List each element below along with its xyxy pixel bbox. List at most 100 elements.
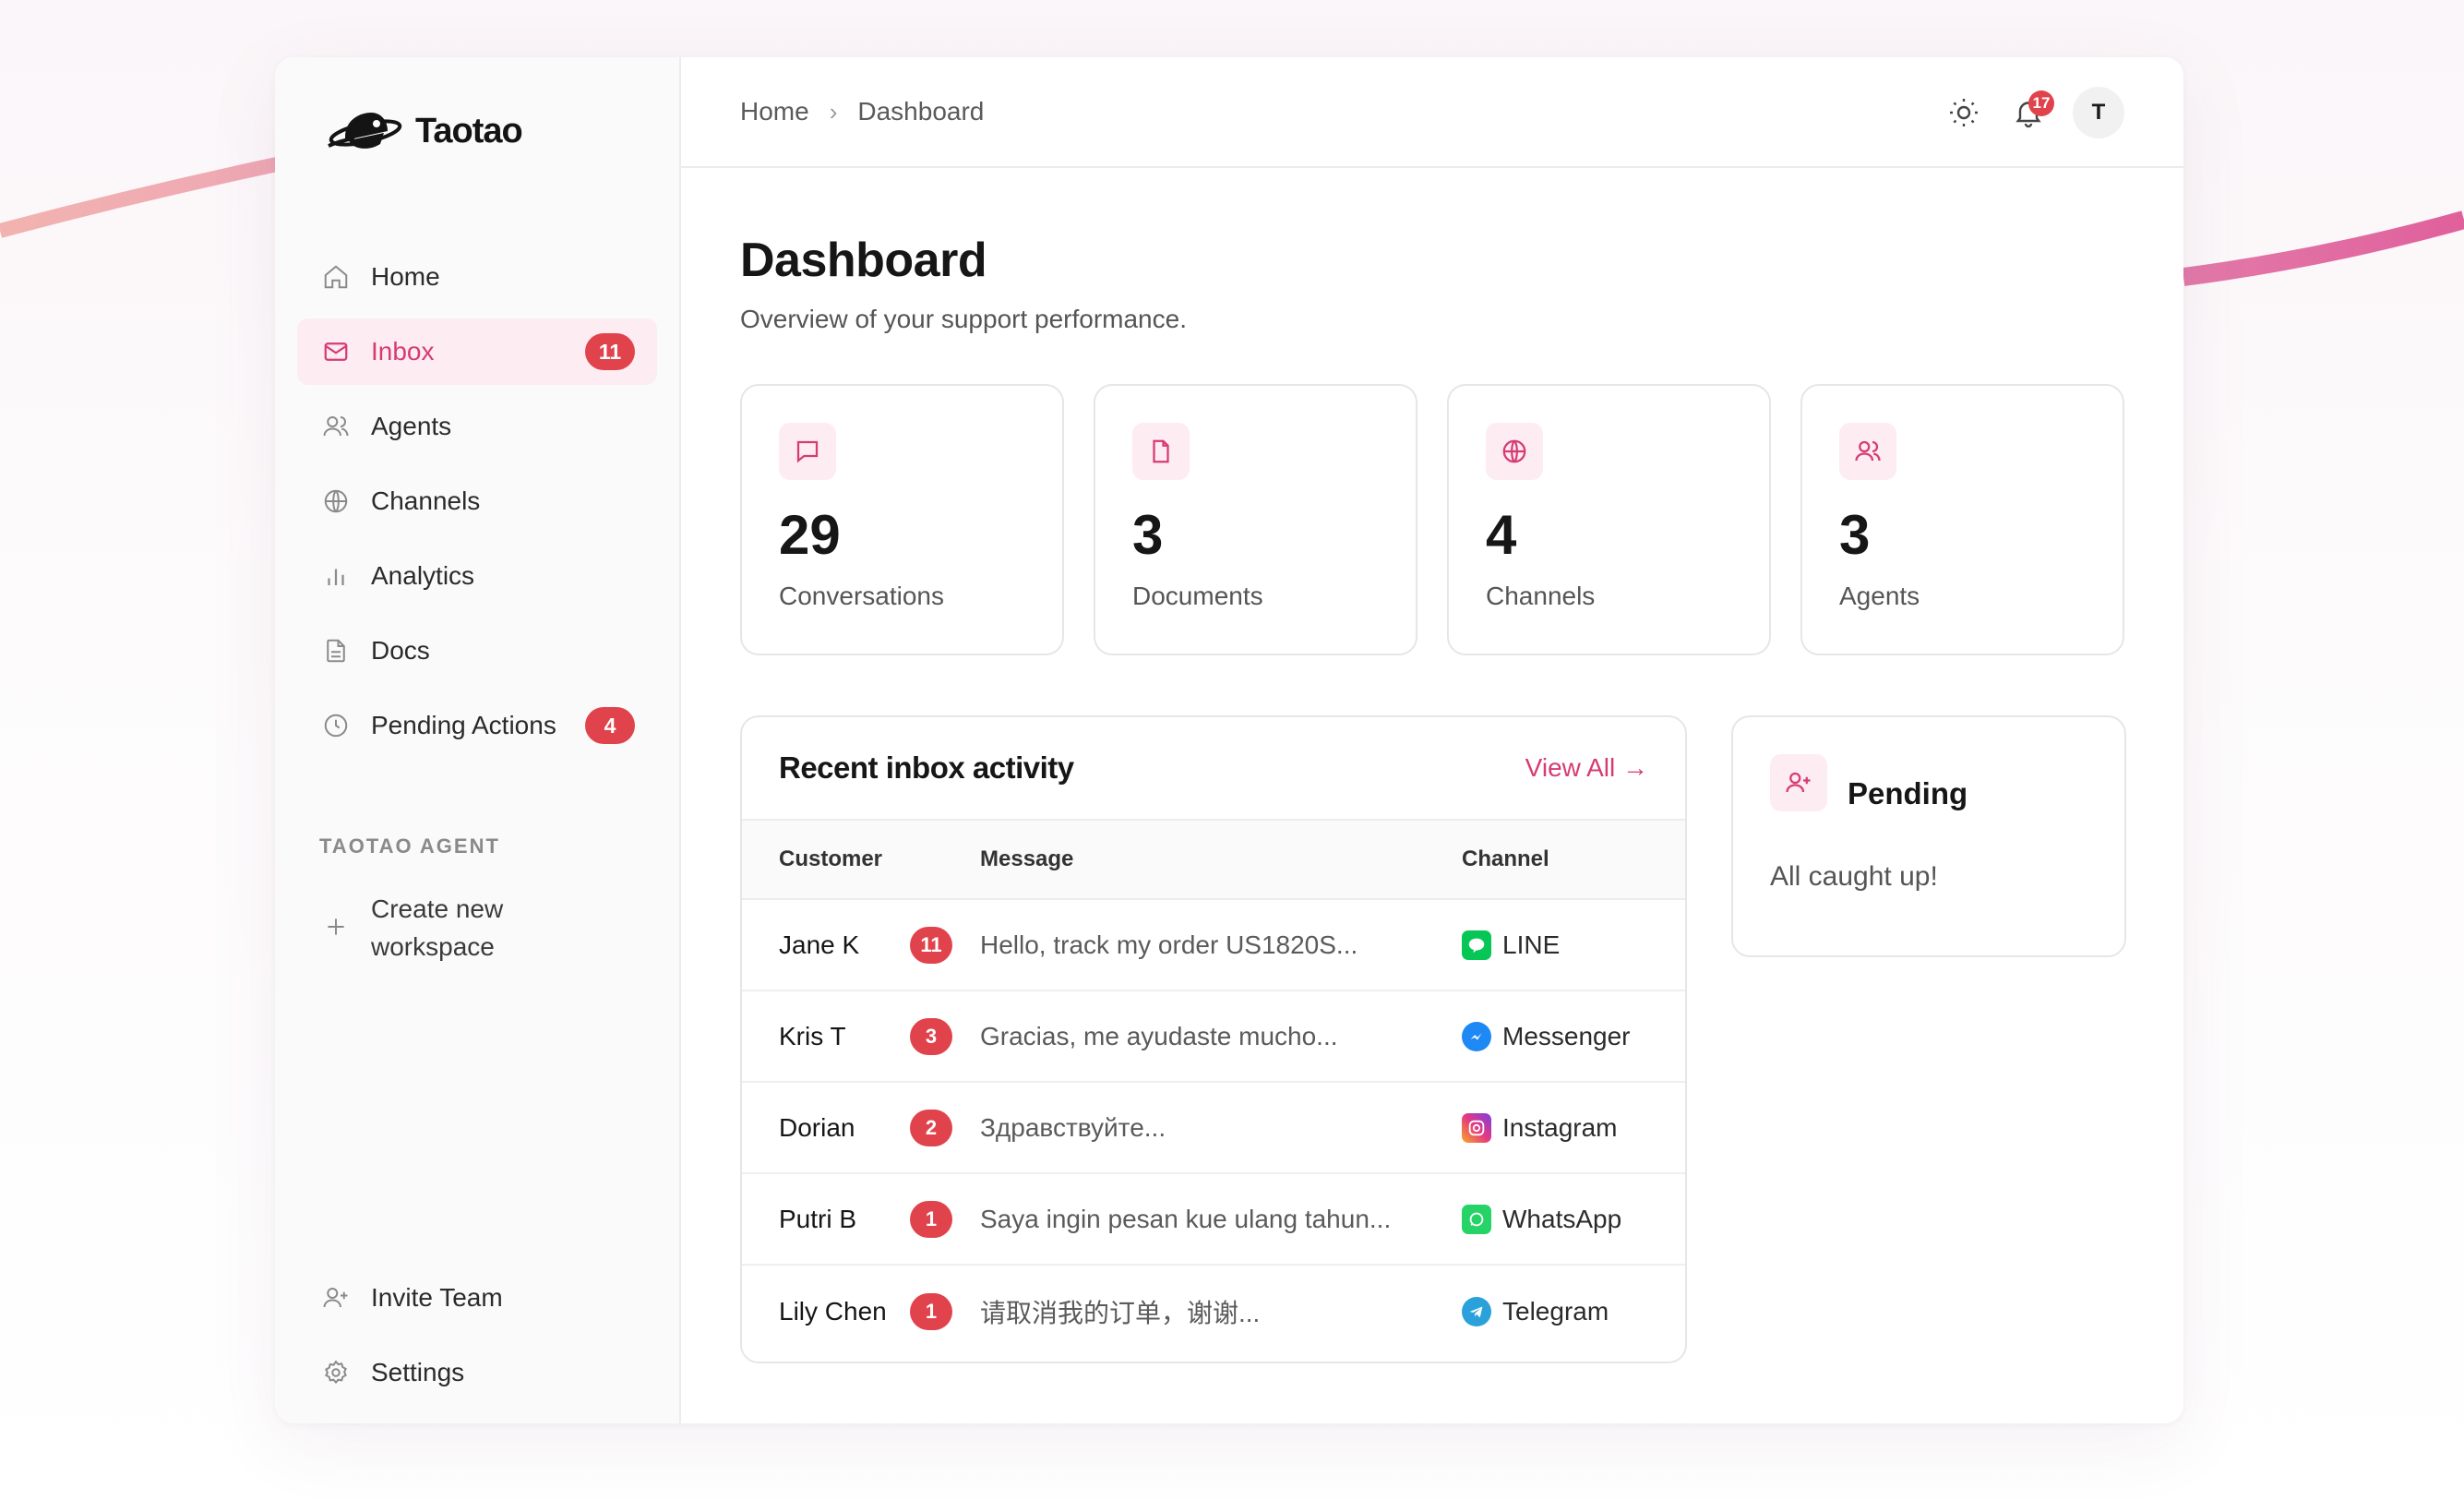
channel-name: Instagram <box>1502 1112 1618 1142</box>
unread-count-badge: 1 <box>910 1200 952 1238</box>
sidebar-item-label: Settings <box>371 1358 465 1386</box>
sidebar-nav: Home Inbox 11 Agents Channels <box>297 244 657 767</box>
customer-name: Kris T <box>779 1021 846 1050</box>
table-header: Customer Message Channel <box>742 821 1685 900</box>
stat-value: 29 <box>779 504 841 566</box>
unread-count-badge: 2 <box>910 1109 952 1146</box>
table-row[interactable]: Lily Chen 1 请取消我的订单，谢谢... Telegram <box>742 1266 1685 1357</box>
sidebar-item-agents[interactable]: Agents <box>297 393 657 460</box>
stat-card-conversations[interactable]: 29 Conversations <box>740 384 1064 655</box>
users-icon <box>1839 423 1896 480</box>
sidebar-item-label: Analytics <box>371 561 475 590</box>
section-label: TAOTAO AGENT <box>319 834 500 858</box>
channel-name: LINE <box>1502 930 1561 959</box>
channel-cell: Instagram <box>1462 1112 1685 1143</box>
activity-header: Recent inbox activity View All → <box>742 717 1685 821</box>
channel-cell: Telegram <box>1462 1296 1685 1326</box>
pending-title: Pending <box>1848 776 1968 810</box>
customer-cell: Dorian 2 <box>742 1109 980 1146</box>
sidebar-item-docs[interactable]: Docs <box>297 618 657 684</box>
stat-value: 3 <box>1839 504 1871 566</box>
customer-cell: Kris T 3 <box>742 1017 980 1055</box>
sidebar-item-home[interactable]: Home <box>297 244 657 310</box>
notification-count-badge: 17 <box>2028 90 2054 116</box>
message-preview: Hello, track my order US1820S... <box>980 930 1358 959</box>
view-all-link[interactable]: View All → <box>1525 753 1648 782</box>
customer-cell: Lily Chen 1 <box>742 1292 980 1330</box>
stat-label: Conversations <box>779 582 944 610</box>
customer-name: Lily Chen <box>779 1296 887 1326</box>
table-row[interactable]: Putri B 1 Saya ingin pesan kue ulang tah… <box>742 1174 1685 1266</box>
unread-count-badge: 11 <box>910 926 952 964</box>
table-row[interactable]: Dorian 2 Здравствуйте... Instagram <box>742 1083 1685 1174</box>
customer-name: Dorian <box>779 1112 855 1142</box>
messenger-icon <box>1462 1021 1491 1051</box>
sidebar-item-label: Invite Team <box>371 1283 503 1312</box>
activity-title: Recent inbox activity <box>779 750 1074 785</box>
create-workspace-button[interactable]: Create new workspace <box>321 890 528 966</box>
sidebar-item-settings[interactable]: Settings <box>297 1339 657 1406</box>
stats-row: 29 Conversations 3 Documents 4 Channels <box>740 384 2124 655</box>
sidebar-item-label: Channels <box>371 486 481 515</box>
brand[interactable]: Taotao <box>323 105 523 157</box>
home-icon <box>321 262 351 292</box>
pending-count-badge: 4 <box>585 707 635 744</box>
breadcrumb: Home › Dashboard <box>740 97 984 126</box>
avatar[interactable]: T <box>2073 87 2124 138</box>
stat-label: Channels <box>1486 582 1596 610</box>
file-icon <box>321 636 351 666</box>
column-header-customer: Customer <box>779 846 883 871</box>
sidebar-item-invite-team[interactable]: Invite Team <box>297 1265 657 1331</box>
globe-icon <box>321 486 351 516</box>
pending-header: Pending <box>1770 754 2087 811</box>
channel-cell: Messenger <box>1462 1021 1685 1051</box>
page-subtitle: Overview of your support performance. <box>740 305 1187 333</box>
pending-empty-message: All caught up! <box>1770 861 1938 892</box>
sidebar-item-label: Home <box>371 262 440 291</box>
recent-activity-panel: Recent inbox activity View All → Custome… <box>740 715 1687 1363</box>
message-icon <box>779 423 836 480</box>
table-row[interactable]: Kris T 3 Gracias, me ayudaste mucho... M… <box>742 991 1685 1083</box>
stat-card-documents[interactable]: 3 Documents <box>1094 384 1417 655</box>
bar-chart-icon <box>321 561 351 591</box>
message-preview: 请取消我的订单，谢谢... <box>980 1298 1261 1327</box>
topbar: Home › Dashboard 17 T <box>681 57 2183 168</box>
create-workspace-label: Create new workspace <box>371 894 504 961</box>
sidebar-item-pending-actions[interactable]: Pending Actions 4 <box>297 692 657 759</box>
stat-label: Agents <box>1839 582 1920 610</box>
clock-icon <box>321 711 351 740</box>
telegram-icon <box>1462 1296 1491 1326</box>
breadcrumb-home-link[interactable]: Home <box>740 97 809 126</box>
users-icon <box>321 412 351 441</box>
chevron-right-icon: › <box>829 97 838 126</box>
whatsapp-icon <box>1462 1204 1491 1234</box>
stat-card-agents[interactable]: 3 Agents <box>1800 384 2124 655</box>
message-preview: Saya ingin pesan kue ulang tahun... <box>980 1204 1392 1233</box>
globe-icon <box>1486 423 1543 480</box>
channel-name: Messenger <box>1502 1021 1631 1050</box>
channel-cell: WhatsApp <box>1462 1204 1685 1234</box>
channel-name: WhatsApp <box>1502 1204 1622 1233</box>
sidebar: Taotao Home Inbox 11 Agents <box>275 57 681 1423</box>
sidebar-item-channels[interactable]: Channels <box>297 468 657 534</box>
channel-name: Telegram <box>1502 1296 1609 1326</box>
channel-cell: LINE <box>1462 930 1685 960</box>
notifications-button[interactable]: 17 <box>2008 87 2054 138</box>
theme-toggle-button[interactable] <box>1944 87 1984 138</box>
unread-count-badge: 1 <box>910 1292 952 1330</box>
sidebar-bottom-nav: Invite Team Settings <box>297 1265 657 1414</box>
brand-name: Taotao <box>415 111 523 150</box>
sidebar-item-analytics[interactable]: Analytics <box>297 543 657 609</box>
message-preview: Gracias, me ayudaste mucho... <box>980 1021 1338 1050</box>
customer-name: Putri B <box>779 1204 857 1233</box>
user-plus-icon <box>1770 754 1827 811</box>
sidebar-item-inbox[interactable]: Inbox 11 <box>297 318 657 385</box>
sidebar-item-label: Pending Actions <box>371 711 556 739</box>
stat-card-channels[interactable]: 4 Channels <box>1447 384 1771 655</box>
pending-panel: Pending All caught up! <box>1731 715 2126 957</box>
column-header-message: Message <box>980 846 1074 871</box>
customer-name: Jane K <box>779 930 860 959</box>
sidebar-item-label: Inbox <box>371 337 435 366</box>
table-row[interactable]: Jane K 11 Hello, track my order US1820S.… <box>742 900 1685 991</box>
